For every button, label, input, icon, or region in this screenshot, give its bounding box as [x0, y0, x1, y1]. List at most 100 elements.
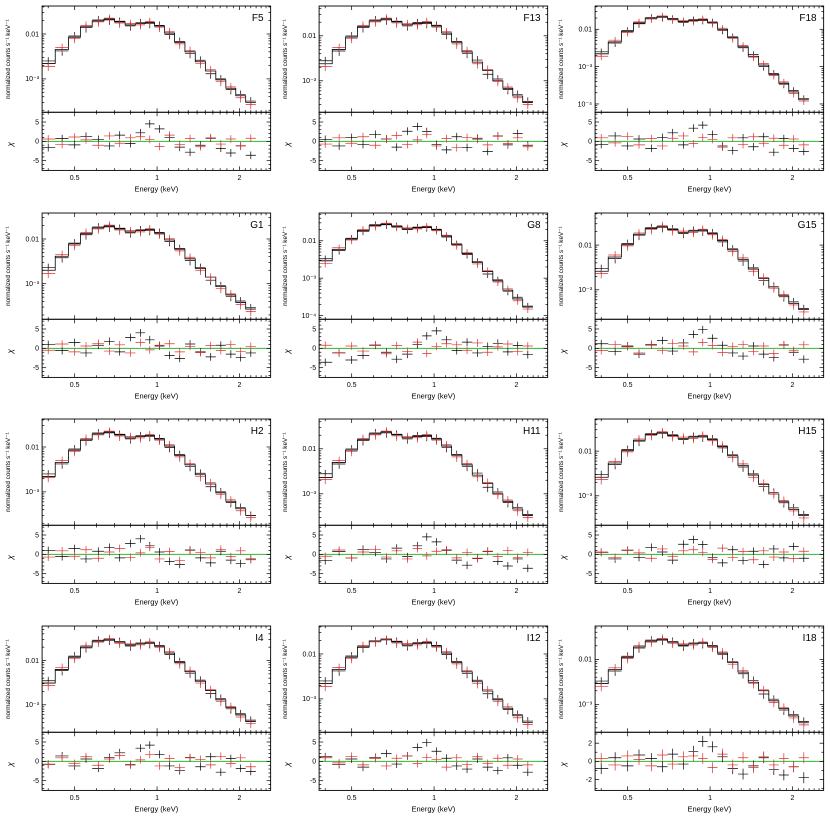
residual-plot [42, 119, 271, 160]
spectrum-plot [42, 427, 256, 523]
x-axis-title: Energy (keV) [688, 391, 732, 400]
y-tick-label: 0.01 [25, 657, 39, 664]
chi-axis-title: χ [5, 142, 15, 148]
spectrum-chart-F5: 0.01 10⁻³ 5 0 -5 0.5 1 2 Energy (keV) normalized … [0, 0, 277, 207]
panel-label: I18 [803, 633, 817, 644]
spectrum-chart-G15: 0.01 10⁻³ 5 0 -5 0.5 1 2 Energy (keV) normalized … [553, 206, 830, 413]
spectrum-chart-I12: 0.01 10⁻³ 5 0 -5 0.5 1 2 Energy (keV) normalized … [276, 619, 554, 826]
y-tick-label: 10⁻³ [25, 76, 39, 83]
panel-label: F18 [800, 13, 818, 24]
x-tick-label: 1 [432, 588, 436, 595]
chi-tick-label: -5 [310, 364, 316, 371]
residual-plot [42, 534, 271, 569]
x-tick-label: 2 [514, 381, 518, 388]
chi-tick-label: -5 [33, 364, 39, 371]
y-tick-label: 10⁻³ [579, 64, 593, 71]
x-tick-label: 2 [238, 175, 242, 182]
chi-tick-label: -5 [33, 158, 39, 165]
chi-axis-title: χ [558, 348, 568, 354]
chi-axis-title: χ [558, 555, 568, 561]
y-tick-label: 10⁻⁴ [301, 312, 316, 319]
y-tick-label: 10⁻³ [25, 489, 39, 496]
y-tick-label: 0.01 [579, 448, 593, 455]
chi-tick-label: 0 [312, 552, 316, 559]
chi-tick-label: -5 [310, 571, 316, 578]
spectrum-chart-G1: 0.01 10⁻³ 5 0 -5 0.5 1 2 Energy (keV) normalized … [0, 206, 277, 413]
spectrum-plot [318, 219, 533, 313]
chi-tick-label: 5 [589, 119, 593, 126]
spectrum-chart-I4: 0.01 10⁻³ 5 0 -5 0.5 1 2 Energy (keV) normalized … [0, 619, 277, 826]
y-tick-label: 10⁻⁴ [578, 101, 592, 108]
x-tick-label: 2 [514, 588, 518, 595]
chi-axis-title: χ [5, 555, 15, 561]
y-tick-label: 10⁻³ [302, 275, 316, 282]
chi-tick-label: -5 [586, 158, 592, 165]
spectrum-plot [595, 633, 810, 730]
y-tick-label: 10⁻³ [25, 280, 39, 287]
y-tick-label: 10⁻³ [25, 702, 39, 709]
chi-tick-label: -5 [310, 158, 316, 165]
spectrum-plot [318, 14, 533, 110]
chi-tick-label: 0 [312, 139, 316, 146]
x-tick-label: 2 [238, 381, 242, 388]
residual-plot [318, 326, 548, 366]
x-axis-title: Energy (keV) [688, 804, 732, 813]
y-tick-label: 0.01 [25, 444, 39, 451]
y-axis-title: normalized counts s⁻¹ keV⁻¹ [5, 226, 12, 305]
chi-axis-title: χ [282, 555, 292, 561]
residual-plot [595, 121, 824, 157]
panel-label: G8 [527, 220, 541, 231]
spectrum-chart-F18: 0.01 10⁻³ 10⁻⁴ 5 0 -5 0.5 1 2 Energy (keV) normali… [553, 0, 830, 207]
chi-tick-label: 2 [589, 740, 593, 747]
spectrum-plot [595, 221, 810, 317]
x-tick-label: 0.5 [346, 175, 356, 182]
y-tick-label: 10⁻³ [302, 696, 316, 703]
residual-plot [595, 325, 824, 363]
x-tick-label: 1 [155, 588, 159, 595]
y-axis-title: normalized counts s⁻¹ keV⁻¹ [5, 639, 12, 718]
y-tick-label: 10⁻³ [579, 701, 593, 708]
chi-tick-label: 0 [589, 552, 593, 559]
panel-H15: 0.01 10⁻³ 5 0 -5 0.5 1 2 Energy (keV) normalized … [553, 413, 830, 620]
chi-axis-title: χ [282, 761, 292, 767]
panel-G15: 0.01 10⁻³ 5 0 -5 0.5 1 2 Energy (keV) normalized … [553, 206, 830, 413]
chi-axis-title: χ [282, 348, 292, 354]
chi-tick-label: -5 [33, 777, 39, 784]
panel-label: F5 [252, 13, 264, 24]
spectrum-chart-H2: 0.01 10⁻³ 5 0 -5 0.5 1 2 Energy (keV) normalized … [0, 413, 277, 620]
y-tick-label: 0.01 [579, 656, 593, 663]
y-axis-title: normalized counts s⁻¹ keV⁻¹ [558, 19, 565, 98]
x-axis-title: Energy (keV) [134, 391, 178, 400]
x-tick-label: 0.5 [346, 588, 356, 595]
panel-label: G15 [798, 220, 817, 231]
x-tick-label: 0.5 [70, 588, 80, 595]
spectrum-plot [42, 220, 256, 316]
chi-tick-label: 5 [589, 532, 593, 539]
x-tick-label: 0.5 [346, 381, 356, 388]
spectrum-plot [318, 635, 533, 729]
y-tick-label: 10⁻³ [579, 493, 593, 500]
panel-I12: 0.01 10⁻³ 5 0 -5 0.5 1 2 Energy (keV) normalized … [276, 619, 554, 826]
panel-I18: 0.01 10⁻³ 2 0 -2 0.5 1 2 Energy (keV) normalized … [553, 619, 830, 826]
y-tick-label: 0.01 [25, 236, 39, 243]
panel-I4: 0.01 10⁻³ 5 0 -5 0.5 1 2 Energy (keV) normalized … [0, 619, 277, 826]
x-tick-label: 0.5 [623, 381, 633, 388]
chi-tick-label: 5 [312, 119, 316, 126]
panel-G1: 0.01 10⁻³ 5 0 -5 0.5 1 2 Energy (keV) normalized … [0, 206, 277, 413]
x-tick-label: 2 [791, 588, 795, 595]
panel-F13: 0.01 10⁻³ 5 0 -5 0.5 1 2 Energy (keV) normalized … [276, 0, 554, 207]
y-axis-title: normalized counts s⁻¹ keV⁻¹ [282, 19, 289, 98]
x-tick-label: 0.5 [70, 175, 80, 182]
chi-axis-title: χ [5, 761, 15, 767]
y-tick-label: 0.01 [302, 446, 316, 453]
residual-plot [595, 535, 824, 569]
spectrum-plot [42, 14, 256, 110]
x-tick-label: 0.5 [346, 794, 356, 801]
x-tick-label: 2 [514, 794, 518, 801]
x-tick-label: 1 [155, 175, 159, 182]
x-tick-label: 2 [514, 175, 518, 182]
panel-H2: 0.01 10⁻³ 5 0 -5 0.5 1 2 Energy (keV) normalized … [0, 413, 277, 620]
spectrum-chart-G8: 0.01 10⁻³ 10⁻⁴ 5 0 -5 0.5 1 2 Energy (keV) normali… [276, 206, 554, 413]
x-tick-label: 0.5 [623, 794, 633, 801]
